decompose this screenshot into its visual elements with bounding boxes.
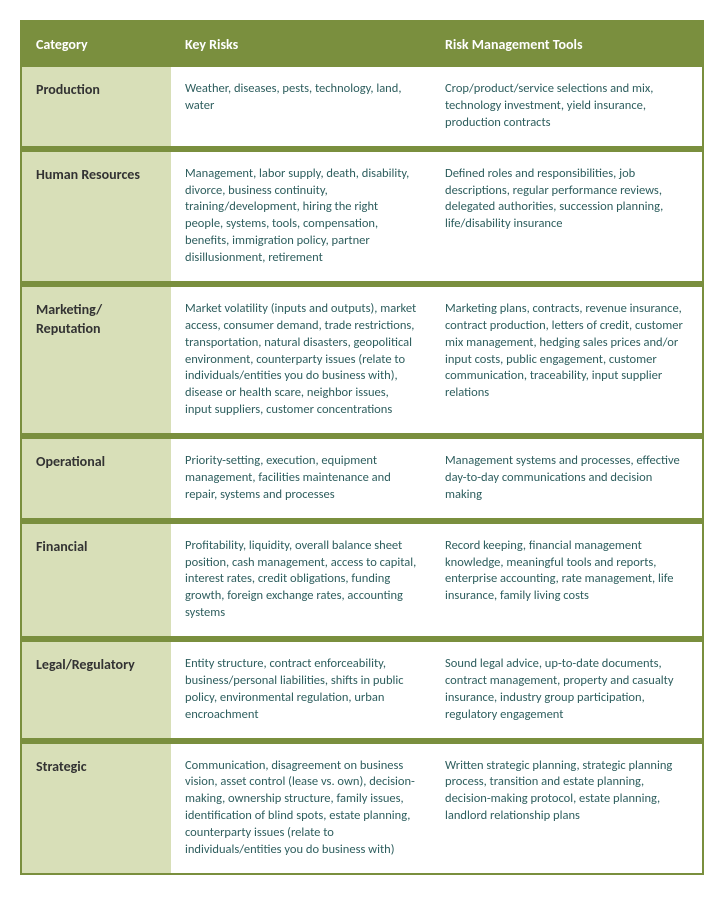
col-header-category: Category [21,21,171,67]
key-risks-cell: Weather, diseases, pests, technology, la… [171,67,431,149]
risk-tools-cell: Written strategic planning, strategic pl… [431,741,703,874]
col-header-risk-tools: Risk Management Tools [431,21,703,67]
key-risks-cell: Entity structure, contract enforceabilit… [171,639,431,741]
risk-table: Category Key Risks Risk Management Tools… [20,20,704,875]
category-cell: Strategic [21,741,171,874]
key-risks-cell: Management, labor supply, death, disabil… [171,149,431,284]
table-row: StrategicCommunication, disagreement on … [21,741,703,874]
key-risks-cell: Profitability, liquidity, overall balanc… [171,521,431,639]
table-row: Human ResourcesManagement, labor supply,… [21,149,703,284]
table-row: FinancialProfitability, liquidity, overa… [21,521,703,639]
table-row: OperationalPriority-setting, execution, … [21,436,703,521]
risk-tools-cell: Record keeping, financial management kno… [431,521,703,639]
table-header-row: Category Key Risks Risk Management Tools [21,21,703,67]
key-risks-cell: Priority-setting, execution, equipment m… [171,436,431,521]
table-row: ProductionWeather, diseases, pests, tech… [21,67,703,149]
col-header-key-risks: Key Risks [171,21,431,67]
risk-tools-cell: Crop/product/service selections and mix,… [431,67,703,149]
risk-tools-cell: Marketing plans, contracts, revenue insu… [431,284,703,436]
category-cell: Operational [21,436,171,521]
risk-tools-cell: Defined roles and responsibilities, job … [431,149,703,284]
risk-tools-cell: Sound legal advice, up-to-date documents… [431,639,703,741]
category-cell: Financial [21,521,171,639]
risk-tools-cell: Management systems and processes, effect… [431,436,703,521]
key-risks-cell: Communication, disagreement on business … [171,741,431,874]
category-cell: Marketing/ Reputation [21,284,171,436]
category-cell: Human Resources [21,149,171,284]
category-cell: Legal/Regulatory [21,639,171,741]
table-row: Legal/RegulatoryEntity structure, contra… [21,639,703,741]
table-row: Marketing/ ReputationMarket volatility (… [21,284,703,436]
key-risks-cell: Market volatility (inputs and outputs), … [171,284,431,436]
category-cell: Production [21,67,171,149]
